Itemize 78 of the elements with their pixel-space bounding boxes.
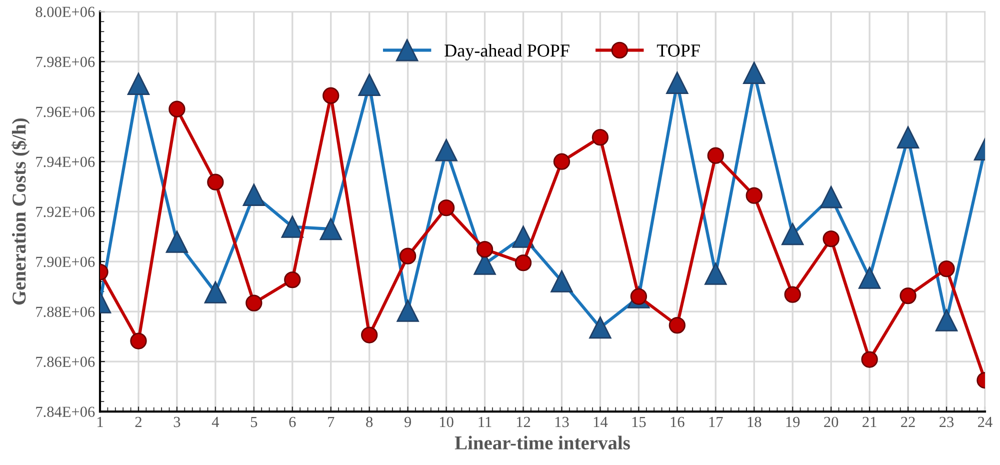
point — [896, 126, 920, 148]
y-tick-label: 7.98E+06 — [36, 56, 95, 68]
point — [242, 184, 266, 206]
point — [435, 138, 458, 162]
y-tick-label: 7.84E+06 — [36, 406, 95, 418]
x-tick-label: 7 — [328, 416, 334, 427]
point — [130, 332, 147, 350]
x-tick-label: 4 — [212, 416, 220, 427]
y-axis-title: Generation Costs ($/h) — [11, 118, 30, 305]
x-tick-label: 21 — [862, 416, 876, 427]
point — [935, 309, 958, 332]
point — [861, 351, 878, 368]
y-tick-label: 7.96E+06 — [36, 106, 95, 118]
x-tick-label: 10 — [440, 416, 454, 428]
point — [168, 100, 186, 118]
point — [476, 240, 494, 258]
point — [666, 72, 688, 94]
point — [246, 294, 262, 312]
point — [281, 216, 304, 238]
point — [284, 271, 301, 288]
point — [207, 174, 224, 190]
x-tick-label: 24 — [978, 416, 992, 427]
point — [550, 270, 573, 292]
x-tick-label: 18 — [748, 416, 762, 428]
x-tick-label: 2 — [135, 416, 142, 427]
x-tick-label: 14 — [594, 416, 608, 427]
point — [166, 230, 188, 253]
legend-label: Day-ahead POPF — [444, 44, 570, 60]
x-tick-label: 1 — [98, 416, 103, 427]
point — [399, 248, 416, 264]
y-tick-label: 7.92E+06 — [36, 206, 95, 218]
point — [746, 187, 762, 204]
point — [820, 186, 842, 208]
point — [938, 260, 955, 278]
x-tick-label: 6 — [289, 416, 296, 428]
point — [361, 326, 378, 344]
point — [704, 262, 727, 285]
x-tick-label: 5 — [250, 416, 258, 428]
point — [858, 266, 881, 289]
x-tick-label: 22 — [901, 416, 915, 427]
legend-label: TOPF — [656, 44, 700, 57]
x-tick-label: 23 — [940, 416, 954, 428]
y-tick-label: 7.94E+06 — [36, 156, 95, 168]
x-tick-label: 8 — [366, 416, 373, 428]
x-tick-label: 15 — [632, 416, 646, 428]
x-tick-label: 12 — [516, 416, 530, 427]
point — [589, 316, 612, 339]
x-tick-label: 20 — [824, 416, 838, 428]
y-tick-label: 7.90E+06 — [36, 256, 95, 268]
x-tick-label: 9 — [404, 416, 412, 428]
x-tick-label: 11 — [478, 416, 492, 427]
y-tick-label: 7.88E+06 — [36, 306, 95, 318]
point — [514, 254, 532, 272]
point — [592, 129, 609, 146]
point — [396, 300, 419, 322]
point — [438, 199, 455, 216]
x-tick-label: 17 — [709, 416, 723, 427]
y-tick-label: 8.00E+06 — [36, 6, 95, 18]
point — [320, 218, 342, 240]
x-tick-label: 13 — [555, 416, 569, 428]
point — [822, 230, 840, 248]
point — [900, 287, 916, 304]
point — [358, 74, 380, 96]
point — [204, 281, 227, 304]
point — [743, 62, 766, 84]
point — [127, 72, 150, 95]
x-tick-label: 16 — [670, 416, 684, 428]
x-axis-title: Linear-time intervals — [454, 436, 630, 450]
point — [553, 153, 570, 170]
point — [707, 147, 724, 164]
y-tick-label: 7.86E+06 — [36, 356, 95, 368]
x-tick-label: 3 — [174, 416, 180, 428]
point — [784, 286, 801, 303]
point — [781, 222, 804, 246]
point — [512, 226, 534, 248]
x-tick-label: 19 — [786, 416, 800, 428]
point — [668, 316, 686, 334]
point — [322, 87, 340, 104]
